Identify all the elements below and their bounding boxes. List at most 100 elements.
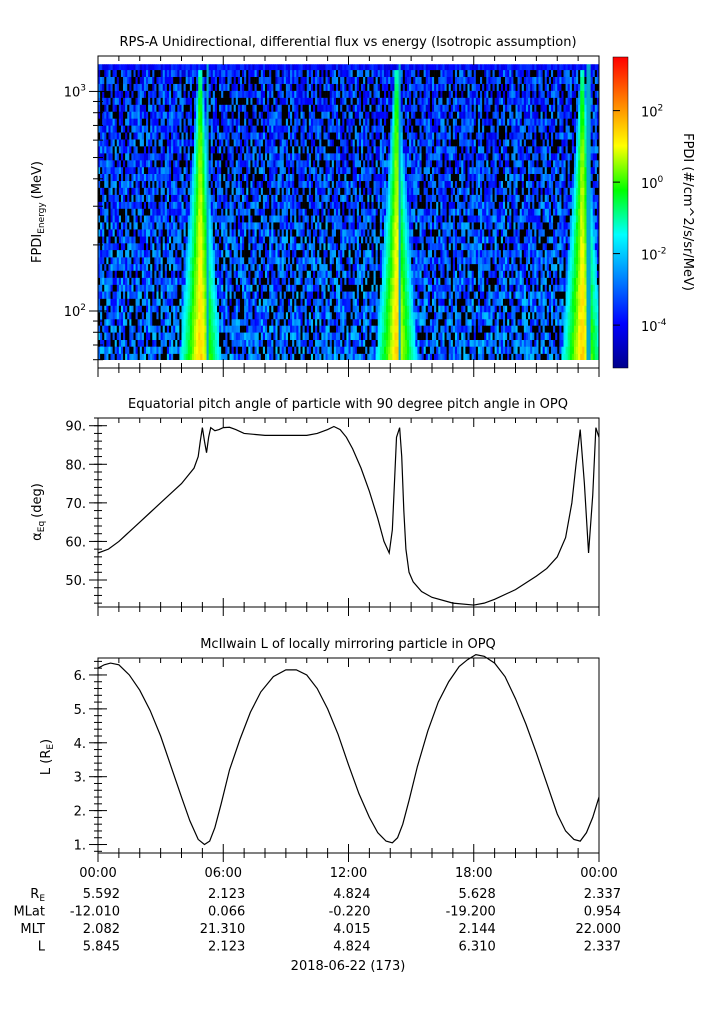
spectrogram-cell	[219, 277, 222, 285]
spectrogram-cell	[185, 325, 189, 333]
spectrogram-cell	[534, 325, 537, 333]
spectrogram-cell	[484, 284, 487, 292]
spectrogram-cell	[292, 346, 295, 354]
spectrogram-cell	[471, 277, 475, 285]
spectrogram-cell	[227, 325, 230, 333]
spectrogram-cell	[146, 284, 149, 292]
spectrogram-cell	[298, 243, 301, 251]
spectrogram-cell	[143, 291, 147, 299]
spectrogram-cell	[175, 263, 178, 271]
spectrogram-cell	[488, 257, 491, 265]
spectrogram-cell	[177, 243, 180, 251]
spectrogram-cell	[267, 291, 270, 299]
spectrogram-cell	[321, 325, 324, 333]
spectrogram-cell	[212, 298, 216, 306]
spectrogram-cell	[304, 257, 308, 265]
spectrogram-cell	[586, 353, 589, 360]
spectrogram-cell	[231, 284, 234, 292]
spectrogram-cell	[302, 305, 305, 313]
spectrogram-cell	[406, 277, 410, 285]
spectrogram-cell	[477, 222, 481, 230]
spectrogram-cell	[386, 339, 389, 347]
spectrogram-cell	[471, 222, 475, 230]
spectrogram-cell	[596, 236, 600, 244]
spectrogram-cell	[285, 284, 289, 292]
spectrogram-cell	[444, 284, 447, 292]
spectrogram-cell	[469, 325, 472, 333]
spectrogram-cell	[477, 298, 481, 306]
spectrogram-cell	[573, 353, 577, 360]
spectrogram-cell	[331, 236, 335, 244]
spectrogram-cell	[135, 332, 138, 340]
spectrogram-cell	[327, 311, 331, 320]
spectrogram-cell	[383, 249, 387, 258]
spectrogram-cell	[164, 277, 168, 285]
spectrogram-cell	[544, 257, 548, 265]
spectrogram-cell	[129, 298, 132, 306]
spectrogram-cell	[267, 263, 270, 271]
spectrogram-cell	[457, 318, 460, 326]
spectrogram-cell	[335, 291, 339, 299]
spectrogram-cell	[502, 339, 506, 347]
spectrogram-cell	[277, 305, 280, 313]
spectrogram-cell	[162, 236, 166, 244]
spectrogram-cell	[494, 318, 498, 326]
spectrogram-cell	[235, 277, 239, 285]
spectrogram-cell	[486, 243, 489, 251]
spectrogram-cell	[588, 229, 591, 237]
spectrogram-cell	[146, 215, 149, 223]
spectrogram-cell	[141, 339, 145, 347]
spectrogram-cell	[356, 305, 360, 313]
spectrogram-cell	[356, 215, 360, 223]
spectrogram-cell	[365, 270, 368, 278]
spectrogram-cell	[519, 270, 523, 278]
spectrogram-cell	[118, 291, 122, 299]
spectrogram-cell	[137, 215, 141, 223]
spectrogram-cell	[377, 229, 381, 237]
spectrogram-cell	[254, 291, 257, 299]
spectrogram-cell	[480, 215, 483, 223]
spectrogram-cell	[513, 257, 516, 265]
spectrogram-cell	[461, 222, 464, 230]
spectrogram-cell	[183, 257, 186, 265]
spectrogram-cell	[557, 353, 560, 360]
spectrogram-cell	[592, 346, 596, 354]
spectrogram-cell	[106, 298, 109, 306]
spectrogram-cell	[553, 284, 556, 292]
spectrogram-cell	[371, 284, 374, 292]
spectrogram-cell	[290, 291, 293, 299]
spectrogram-cell	[342, 318, 345, 326]
spectrogram-cell	[350, 249, 353, 258]
spectrogram-cell	[515, 318, 518, 326]
spectrogram-cell	[406, 243, 410, 251]
spectrogram-cell	[120, 270, 124, 278]
spectrogram-cell	[160, 270, 164, 278]
spectrogram-cell	[588, 318, 591, 326]
spectrogram-cell	[373, 257, 376, 265]
spectrogram-cell	[164, 332, 168, 340]
spectrogram-cell	[457, 284, 460, 292]
spectrogram-cell	[494, 311, 498, 320]
spectrogram-cell	[133, 325, 136, 333]
spectrogram-cell	[227, 229, 230, 237]
spectrogram-cell	[377, 346, 381, 354]
spectrogram-cell	[469, 222, 472, 230]
spectrogram-cell	[344, 318, 347, 326]
spectrogram-cell	[505, 249, 508, 258]
spectrogram-cell	[544, 284, 548, 292]
spectrogram-cell	[327, 277, 331, 285]
spectrogram-cell	[166, 243, 170, 251]
spectrogram-cell	[555, 332, 558, 340]
spectrogram-cell	[392, 311, 395, 320]
spectrogram-cell	[496, 263, 500, 271]
spectrogram-cell	[482, 257, 485, 265]
spectrogram-cell	[223, 332, 226, 340]
spectrogram-cell	[219, 298, 222, 306]
spectrogram-cell	[592, 339, 596, 347]
spectrogram-cell	[500, 284, 504, 292]
spectrogram-cell	[369, 305, 372, 313]
spectrogram-cell	[561, 311, 564, 320]
spectrogram-cell	[123, 311, 126, 320]
spectrogram-cell	[313, 222, 316, 230]
spectrogram-cell	[265, 263, 268, 271]
